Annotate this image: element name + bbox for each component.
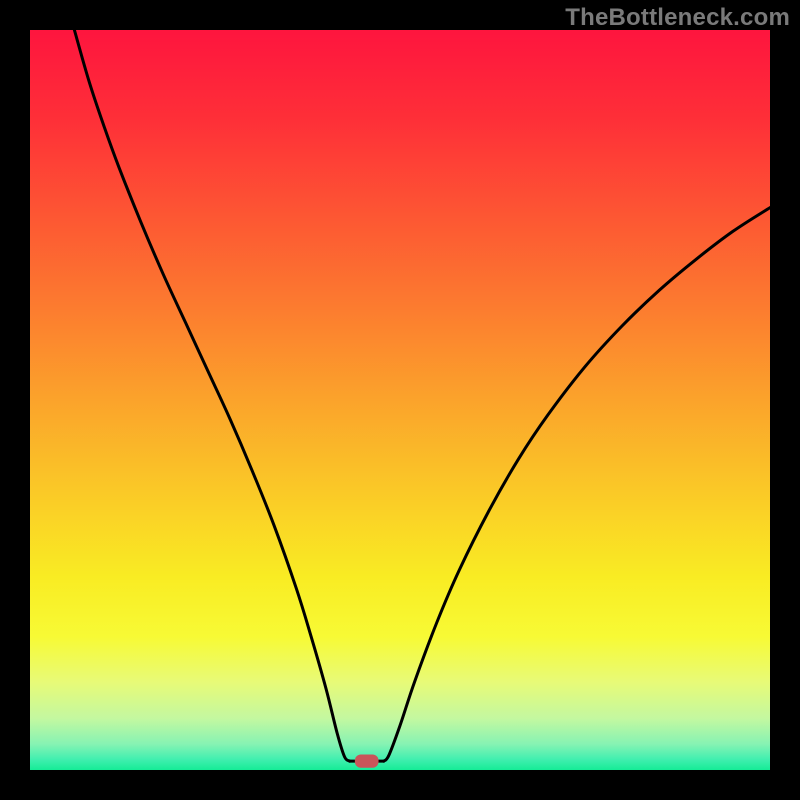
chart-container: TheBottleneck.com	[0, 0, 800, 800]
bottleneck-chart-svg	[0, 0, 800, 800]
watermark-text: TheBottleneck.com	[565, 4, 790, 32]
plot-gradient-bg	[30, 30, 770, 770]
trough-marker	[355, 754, 379, 767]
